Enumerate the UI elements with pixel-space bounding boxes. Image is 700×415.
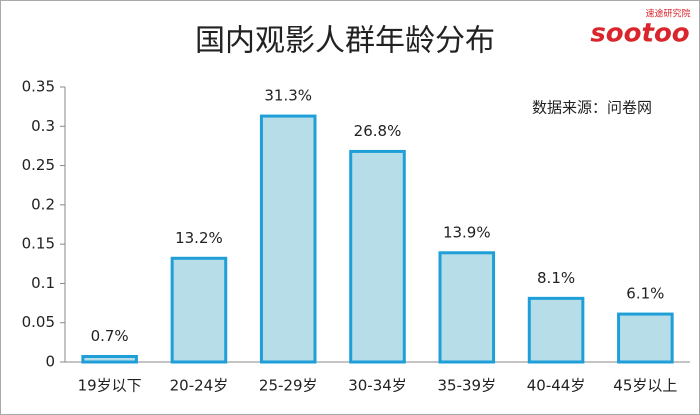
logo-brand: sootoo [590, 19, 689, 49]
y-tick-label: 0.1 [31, 274, 55, 292]
value-label: 0.7% [91, 327, 129, 345]
y-tick-label: 0.15 [22, 235, 55, 253]
x-tick-label: 40-44岁 [527, 377, 586, 395]
bar [81, 355, 138, 364]
bar [349, 149, 406, 364]
bar [527, 296, 585, 364]
value-label: 13.2% [175, 229, 223, 247]
x-tick-label: 20-24岁 [170, 377, 229, 395]
y-tick-label: 0.25 [22, 156, 55, 174]
y-tick-label: 0.35 [22, 78, 55, 96]
x-tick-label: 25-29岁 [259, 377, 318, 395]
value-label: 8.1% [537, 269, 575, 287]
bar [259, 114, 317, 364]
bar [438, 251, 496, 364]
value-label: 31.3% [264, 87, 312, 105]
chart-title: 国内观影人群年龄分布 [195, 24, 495, 59]
bar [170, 256, 228, 364]
y-tick-label: 0.2 [31, 195, 55, 213]
x-tick-label: 35-39岁 [437, 377, 496, 395]
bar [617, 312, 674, 364]
value-label: 13.9% [443, 223, 491, 241]
logo-name: 速途研究院 [645, 8, 690, 20]
value-label: 6.1% [626, 285, 664, 303]
y-tick-label: 0.05 [22, 313, 55, 331]
x-tick-label: 30-34岁 [348, 377, 407, 395]
value-label: 26.8% [354, 122, 402, 140]
y-tick-label: 0.3 [31, 117, 55, 135]
annotation: 数据来源：问卷网 [532, 99, 652, 117]
y-tick-label: 0 [45, 353, 55, 371]
x-tick-label: 19岁以下 [78, 377, 142, 395]
x-tick-label: 45岁以上 [613, 377, 677, 395]
